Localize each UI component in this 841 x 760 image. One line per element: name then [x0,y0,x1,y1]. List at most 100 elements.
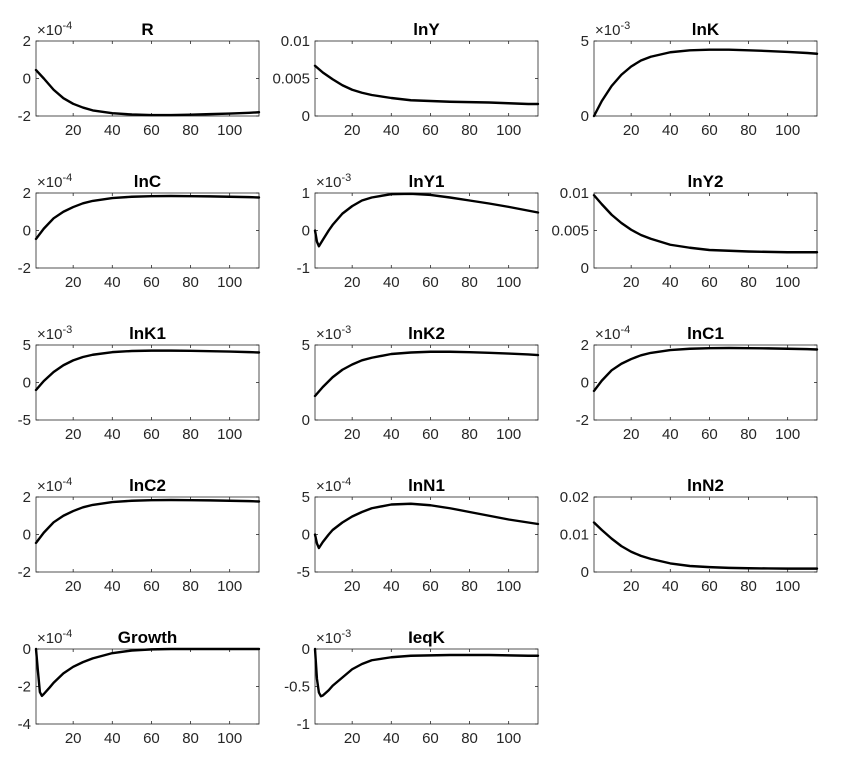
x-tick-label: 20 [344,426,361,443]
y-tick-label: 2 [23,33,31,50]
y-tick-label: -2 [18,564,31,581]
x-tick-label: 40 [662,274,679,291]
series-line [313,350,540,398]
series-line [592,48,819,118]
x-tick-label: 80 [740,578,757,595]
series-line [34,349,261,392]
x-tick-label: 60 [143,578,160,595]
subplot-title: lnY2 [688,172,724,191]
subplot-title: lnN2 [687,476,724,495]
series-line [592,194,819,254]
x-tick-label: 100 [496,730,521,747]
y-tick-label: -2 [18,108,31,125]
y-tick-label: 0 [302,527,310,544]
series-line [592,521,819,570]
axes-box [35,40,260,117]
x-tick-label: 40 [662,122,679,139]
axis-exponent-label: ×10-4 [37,476,72,495]
subplot-title: lnC [134,172,161,191]
y-tick-label: 0 [581,375,589,392]
subplot-lnk: 20 40 60 80 100 0 5 ×10-3 lnK [581,20,819,139]
y-tick-label: -0.5 [284,679,310,696]
y-tick-label: 0 [23,375,31,392]
axis-exponent-label: ×10-4 [37,20,72,39]
y-tick-label: 0 [581,108,589,125]
y-tick-label: 0 [581,260,589,277]
subplot-lnc: 20 40 60 80 100 -2 0 2 ×10-4 lnC [18,172,261,291]
x-tick-label: 20 [623,426,640,443]
y-tick-label: 0 [23,223,31,240]
x-tick-label: 40 [104,730,121,747]
subplot-title: lnK1 [129,324,166,343]
subplot-growth: 20 40 60 80 100 -4 -2 0 ×10-4 Growth [18,628,261,747]
x-tick-label: 40 [383,122,400,139]
series-line [313,192,540,248]
y-tick-label: 0 [581,564,589,581]
y-tick-label: 5 [23,337,31,354]
x-tick-label: 100 [775,578,800,595]
y-tick-label: 0.01 [560,527,589,544]
series-line [313,64,540,106]
x-tick-label: 80 [182,426,199,443]
x-tick-label: 100 [496,122,521,139]
x-tick-label: 80 [461,578,478,595]
axis-exponent-label: ×10-3 [595,20,630,39]
subplot-lny2: 20 40 60 80 100 0 0.005 0.01 lnY2 [551,172,819,291]
x-tick-label: 40 [104,122,121,139]
y-tick-label: 1 [302,185,310,202]
x-tick-label: 20 [65,578,82,595]
x-tick-label: 20 [344,578,361,595]
axis-exponent-label: ×10-4 [37,628,72,647]
y-tick-label: 0.005 [272,71,310,88]
y-tick-label: 0 [302,108,310,125]
y-tick-label: 0 [302,223,310,240]
x-tick-label: 100 [217,578,242,595]
axis-exponent-label: ×10-4 [37,172,72,191]
x-tick-label: 40 [383,274,400,291]
axis-exponent-label: ×10-3 [316,324,351,343]
y-tick-label: -2 [18,260,31,277]
x-tick-label: 20 [623,274,640,291]
x-tick-label: 60 [701,274,718,291]
y-tick-label: 2 [23,489,31,506]
y-tick-label: -1 [297,260,310,277]
series-line [34,194,261,241]
subplot-title: lnY1 [409,172,445,191]
x-tick-label: 100 [775,426,800,443]
x-tick-label: 100 [496,274,521,291]
axes-box [314,40,539,117]
x-tick-label: 40 [104,274,121,291]
y-tick-label: -2 [18,679,31,696]
axes-box [593,40,818,117]
x-tick-label: 20 [65,426,82,443]
x-tick-label: 80 [182,274,199,291]
x-tick-label: 20 [344,122,361,139]
x-tick-label: 80 [461,122,478,139]
axis-exponent-label: ×10-3 [37,324,72,343]
axis-exponent-label: ×10-4 [316,476,351,495]
x-tick-label: 100 [496,578,521,595]
axes-box [593,192,818,269]
x-tick-label: 60 [422,122,439,139]
subplot-lny1: 20 40 60 80 100 -1 0 1 ×10-3 lnY1 [297,172,540,291]
subplot-title: lnK2 [408,324,445,343]
x-tick-label: 60 [701,578,718,595]
subplot-title: IeqK [408,628,446,647]
subplot-title: lnC1 [687,324,724,343]
y-tick-label: 0 [302,412,310,429]
axes-box [314,648,539,725]
subplot-title: lnY [413,20,440,39]
x-tick-label: 80 [182,122,199,139]
x-tick-label: 40 [104,578,121,595]
x-tick-label: 100 [217,122,242,139]
subplot-lnk1: 20 40 60 80 100 -5 0 5 ×10-3 lnK1 [18,324,261,443]
x-tick-label: 20 [65,730,82,747]
subplot-ieqk: 20 40 60 80 100 -1 -0.5 0 ×10-3 IeqK [284,628,540,747]
y-tick-label: 5 [302,337,310,354]
x-tick-label: 60 [422,730,439,747]
x-tick-label: 100 [217,426,242,443]
axes-box [35,344,260,421]
subplot-lnk2: 20 40 60 80 100 0 5 ×10-3 lnK2 [302,324,540,443]
y-tick-label: 2 [23,185,31,202]
